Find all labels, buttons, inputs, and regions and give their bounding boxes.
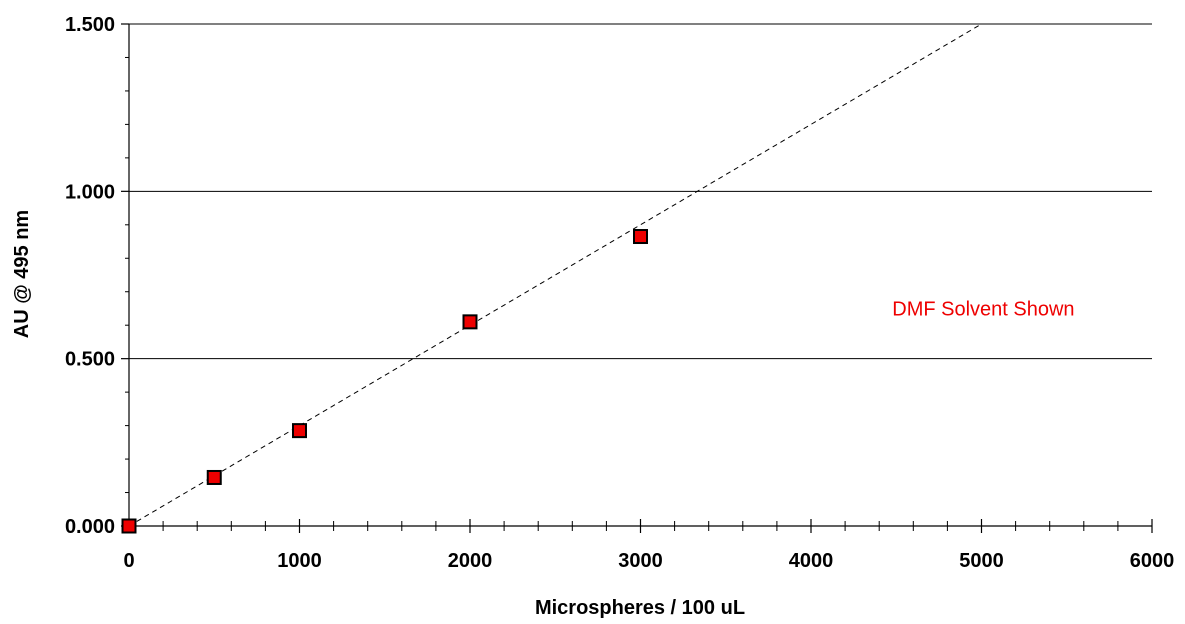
trendline — [128, 23, 982, 527]
trendline-group — [128, 23, 982, 527]
tick-labels: 0.000 0.500 1.000 1.500 0 1000 2000 3000 4000 500… — [65, 14, 1174, 572]
annotation-dmf-solvent: DMF Solvent Shown — [892, 298, 1074, 320]
axes — [128, 24, 1152, 527]
data-point — [206, 469, 222, 485]
data-point — [633, 229, 648, 245]
x-tick-label: 6000 — [1130, 550, 1175, 572]
x-tick-label: 1000 — [277, 550, 322, 572]
x-tick-label: 3000 — [618, 550, 663, 572]
x-tick-label: 5000 — [959, 550, 1004, 572]
x-tick-label: 4000 — [789, 550, 834, 572]
x-tick-label: 0 — [123, 550, 134, 572]
x-tick-label: 2000 — [448, 550, 493, 572]
gridlines — [129, 23, 1152, 360]
y-axis-title: AU @ 495 nm — [11, 210, 33, 338]
data-point — [462, 314, 478, 330]
y-tick-label: 0.000 — [65, 516, 115, 538]
data-point — [292, 423, 307, 439]
y-tick-label: 1.500 — [65, 14, 115, 36]
axis-ticks — [121, 23, 1153, 533]
y-tick-label: 0.500 — [65, 349, 115, 371]
data-points — [121, 229, 648, 534]
data-point — [121, 518, 137, 534]
x-axis-title: Microspheres / 100 uL — [535, 597, 745, 619]
y-tick-label: 1.000 — [65, 181, 115, 203]
